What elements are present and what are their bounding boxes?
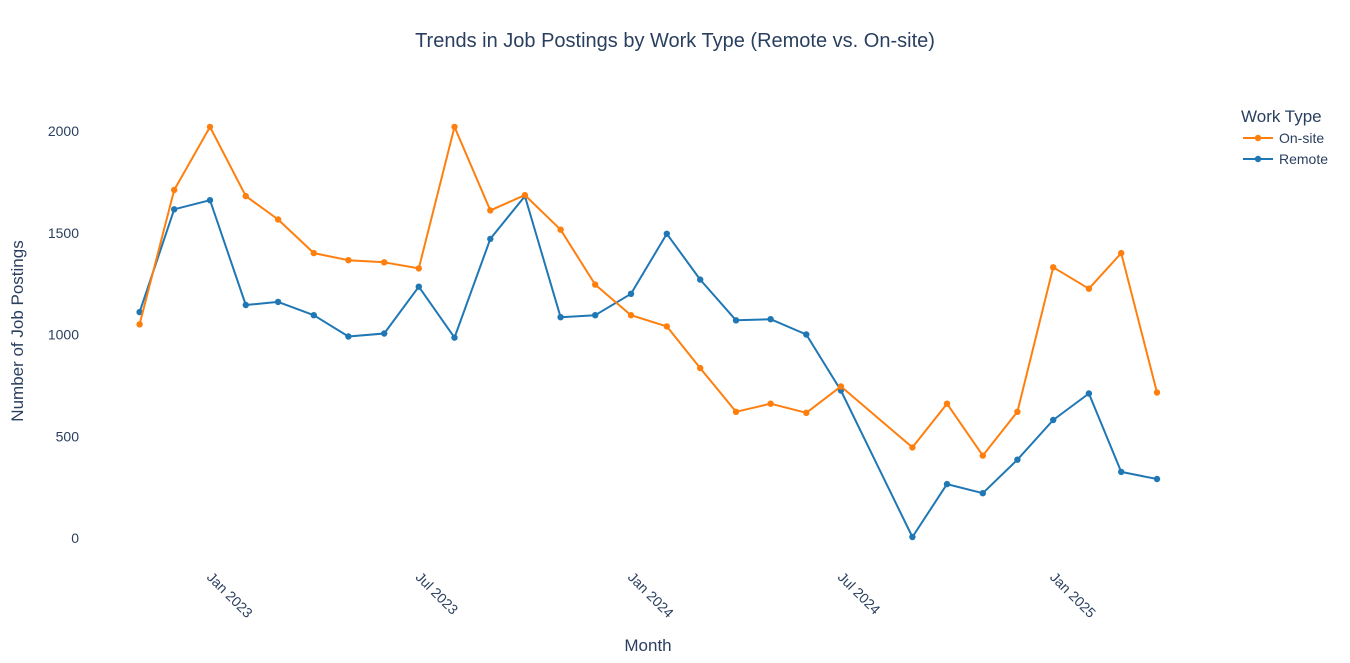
data-point: [663, 230, 670, 237]
data-point: [487, 207, 494, 214]
data-point: [381, 330, 388, 337]
data-point: [909, 533, 916, 541]
data-point: [274, 298, 282, 306]
data-point: [767, 400, 774, 407]
data-point: [521, 191, 529, 199]
data-point: [943, 400, 951, 407]
x-tick-label: Jan 2025: [1047, 569, 1099, 621]
data-point: [1153, 389, 1161, 396]
legend-item[interactable]: Remote: [1243, 151, 1328, 167]
legend-swatch-marker: [1254, 134, 1262, 142]
series-layer: [136, 123, 1161, 541]
data-point: [415, 283, 422, 290]
y-tick-label: 500: [56, 428, 80, 444]
data-point: [627, 290, 635, 297]
data-point: [697, 276, 704, 283]
data-point: [557, 226, 564, 233]
legend: Work Type On-site Remote: [1241, 107, 1328, 167]
data-point: [136, 308, 143, 316]
x-tick-label: Jul 2024: [835, 569, 884, 618]
y-axis-ticks: 0 500 1000 1500 2000: [48, 123, 79, 546]
data-point: [1050, 416, 1057, 424]
series-line: [138, 125, 1158, 457]
x-tick-label: Jan 2024: [625, 569, 677, 621]
data-point: [206, 197, 214, 204]
y-axis-title: Number of Job Postings: [8, 240, 27, 421]
data-point: [1085, 390, 1093, 397]
legend-label: On-site: [1279, 130, 1324, 146]
legend-label: Remote: [1279, 151, 1328, 167]
data-point: [1153, 475, 1161, 483]
data-point: [627, 312, 635, 319]
chart-title: Trends in Job Postings by Work Type (Rem…: [415, 30, 935, 52]
data-point: [1118, 249, 1125, 257]
data-point: [451, 334, 458, 341]
legend-title: Work Type: [1241, 107, 1322, 126]
series-line: [138, 195, 1158, 538]
data-point: [557, 314, 564, 321]
y-tick-label: 1000: [48, 327, 79, 343]
series-remote: [136, 192, 1161, 541]
data-point: [979, 490, 986, 497]
data-point: [274, 216, 282, 223]
data-point: [171, 206, 178, 213]
data-point: [451, 123, 458, 131]
data-point: [1085, 285, 1093, 292]
x-tick-label: Jan 2023: [204, 569, 256, 621]
data-point: [487, 235, 494, 243]
data-point: [345, 257, 352, 264]
legend-swatch-marker: [1254, 155, 1262, 163]
data-point: [415, 265, 422, 272]
data-point: [345, 333, 352, 340]
data-point: [979, 452, 986, 459]
data-point: [837, 383, 845, 390]
data-point: [592, 312, 599, 319]
x-axis-title: Month: [624, 636, 671, 655]
data-point: [943, 480, 951, 488]
data-point: [803, 409, 810, 416]
data-point: [663, 323, 670, 330]
data-point: [1014, 408, 1021, 415]
data-point: [803, 331, 810, 338]
y-tick-label: 1500: [48, 225, 79, 241]
data-point: [310, 312, 317, 319]
x-tick-label: Jul 2023: [413, 569, 462, 618]
data-point: [310, 249, 317, 257]
data-point: [767, 316, 774, 323]
data-point: [171, 186, 178, 194]
legend-item[interactable]: On-site: [1243, 130, 1324, 146]
y-tick-label: 0: [71, 530, 79, 546]
series-on-site: [136, 123, 1161, 459]
data-point: [206, 123, 214, 131]
data-point: [381, 259, 388, 266]
data-point: [1014, 456, 1021, 463]
data-point: [242, 192, 249, 200]
data-point: [732, 317, 740, 324]
data-point: [909, 444, 916, 451]
data-point: [136, 321, 143, 328]
data-point: [242, 301, 249, 309]
data-point: [1050, 264, 1057, 271]
data-point: [697, 364, 704, 372]
data-point: [592, 281, 599, 288]
data-point: [1118, 468, 1125, 476]
data-point: [732, 408, 740, 415]
x-axis-ticks: Jan 2023 Jul 2023 Jan 2024 Jul 2024 Jan 2025: [204, 569, 1099, 621]
y-tick-label: 2000: [48, 123, 79, 139]
